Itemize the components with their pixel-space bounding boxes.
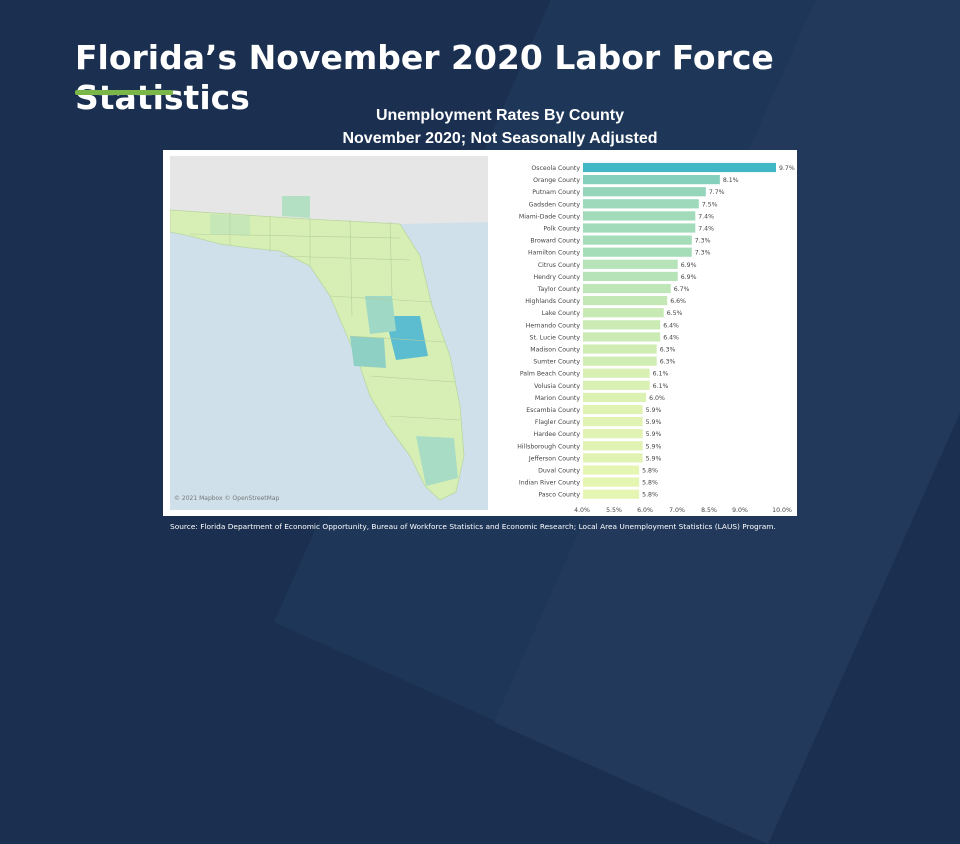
title-accent-bar: [75, 90, 173, 95]
chart-subtitle: November 2020; Not Seasonally Adjusted: [342, 130, 658, 147]
hamilton-county: [282, 196, 310, 218]
broward-miami-dade-counties: [416, 436, 458, 486]
florida-county-map[interactable]: [169, 156, 488, 510]
map-credit: © 2021 Mapbox © OpenStreetMap: [174, 495, 280, 502]
florida-landmass: [169, 209, 465, 501]
georgia-alabama-land: [170, 156, 488, 224]
county-borders: [189, 212, 461, 421]
map-svg: [169, 156, 488, 510]
page-title: Florida’s November 2020 Labor Force Stat…: [75, 38, 774, 117]
source-note: Source: Florida Department of Economic O…: [170, 522, 776, 531]
chart-subtitle-block: Unemployment Rates By County November 20…: [300, 104, 700, 150]
osceola-orange-counties: [385, 316, 428, 360]
lake-county: [365, 296, 396, 334]
chart-title: Unemployment Rates By County: [375, 107, 625, 124]
polk-county: [350, 336, 386, 368]
